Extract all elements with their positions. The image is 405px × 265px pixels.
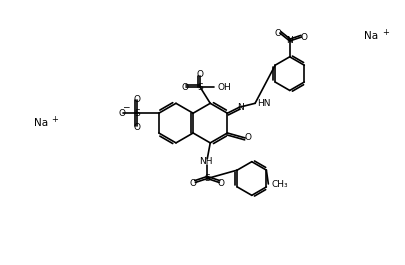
- Text: O: O: [244, 134, 251, 143]
- Text: Na: Na: [34, 118, 48, 128]
- Text: Na: Na: [363, 31, 377, 41]
- Text: O: O: [299, 33, 306, 42]
- Text: −: −: [122, 102, 130, 111]
- Text: O: O: [190, 179, 196, 188]
- Text: O: O: [133, 95, 140, 104]
- Text: HN: HN: [256, 99, 270, 108]
- Text: O: O: [181, 83, 188, 92]
- Text: N: N: [236, 103, 243, 112]
- Text: O: O: [118, 109, 126, 118]
- Text: +: +: [381, 28, 388, 37]
- Text: NH: NH: [199, 157, 213, 166]
- Text: O: O: [274, 29, 281, 38]
- Text: +: +: [51, 115, 58, 124]
- Text: O: O: [133, 122, 140, 131]
- Text: S: S: [197, 83, 203, 92]
- Text: CH₃: CH₃: [271, 180, 287, 189]
- Text: O: O: [196, 70, 203, 79]
- Text: S: S: [204, 174, 210, 183]
- Text: O: O: [217, 179, 224, 188]
- Text: S: S: [134, 109, 140, 118]
- Text: OH: OH: [217, 83, 230, 92]
- Text: N: N: [286, 37, 292, 46]
